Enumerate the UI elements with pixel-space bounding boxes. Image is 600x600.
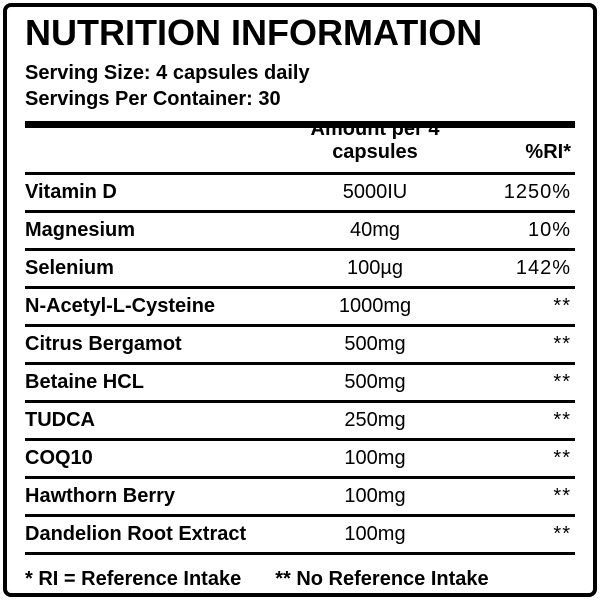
table-row: Betaine HCL 500mg ** — [25, 365, 575, 403]
row-name: Selenium — [25, 257, 114, 279]
divider-thick-top — [25, 121, 575, 128]
table-row: COQ10 100mg ** — [25, 441, 575, 479]
row-ri: 1250% — [503, 181, 571, 203]
column-header-amount: Amount per 4 capsules — [310, 118, 440, 163]
table-row: N-Acetyl-L-Cysteine 1000mg ** — [25, 289, 575, 327]
servings-per-container: Servings Per Container: 30 — [25, 88, 281, 110]
row-amount: 40mg — [349, 219, 401, 241]
row-amount: 500mg — [344, 333, 406, 355]
row-ri: ** — [553, 295, 571, 317]
row-amount: 100mg — [344, 523, 406, 545]
table-header: Amount per 4 capsules %RI* — [25, 118, 575, 175]
table-row: TUDCA 250mg ** — [25, 403, 575, 441]
row-name: Magnesium — [25, 219, 136, 241]
table-row: Vitamin D 5000IU 1250% — [25, 175, 575, 213]
row-amount: 100mg — [344, 485, 406, 507]
table-row: Hawthorn Berry 100mg ** — [25, 479, 575, 517]
row-name: COQ10 — [25, 447, 93, 469]
table-row: Citrus Bergamot 500mg ** — [25, 327, 575, 365]
column-header-ri: %RI* — [525, 141, 571, 163]
row-ri: ** — [553, 333, 571, 355]
row-ri: ** — [553, 523, 571, 545]
row-amount: 250mg — [344, 409, 406, 431]
row-amount: 5000IU — [342, 181, 408, 203]
row-ri: ** — [553, 409, 571, 431]
footnote-no-reference-intake: ** No Reference Intake — [275, 568, 489, 590]
row-ri: ** — [553, 447, 571, 469]
row-name: Dandelion Root Extract — [25, 523, 247, 545]
row-name: N-Acetyl-L-Cysteine — [25, 295, 216, 317]
row-amount: 1000mg — [338, 295, 412, 317]
row-name: Betaine HCL — [25, 371, 144, 393]
footnotes: * RI = Reference Intake ** No Reference … — [25, 568, 575, 591]
table-row: Dandelion Root Extract 100mg ** — [25, 517, 575, 555]
row-ri: ** — [553, 371, 571, 393]
table-row: Selenium 100µg 142% — [25, 251, 575, 289]
row-ri: 10% — [527, 219, 571, 241]
serving-size: Serving Size: 4 capsules daily — [25, 62, 310, 84]
row-ri: 142% — [515, 257, 571, 279]
row-ri: ** — [553, 485, 571, 507]
row-name: TUDCA — [25, 409, 95, 431]
row-amount: 100mg — [344, 447, 406, 469]
row-name: Citrus Bergamot — [25, 333, 182, 355]
nutrition-label: NUTRITION INFORMATION Serving Size: 4 ca… — [3, 3, 597, 597]
label-title: NUTRITION INFORMATION — [25, 12, 483, 53]
row-amount: 100µg — [346, 257, 403, 279]
row-name: Hawthorn Berry — [25, 485, 176, 507]
row-name: Vitamin D — [25, 181, 117, 203]
table-row: Magnesium 40mg 10% — [25, 213, 575, 251]
row-amount: 500mg — [344, 371, 406, 393]
footnote-reference-intake: * RI = Reference Intake — [25, 568, 242, 590]
